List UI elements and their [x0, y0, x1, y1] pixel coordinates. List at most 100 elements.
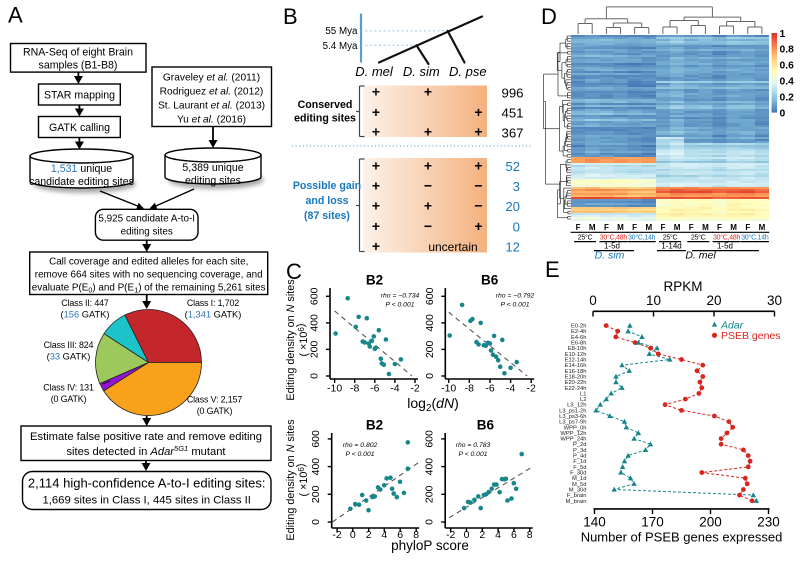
svg-text:GATK calling: GATK calling — [49, 122, 110, 134]
svg-text:E14-16h: E14-16h — [565, 363, 587, 369]
svg-text:400: 400 — [310, 458, 322, 476]
svg-text:D. pse: D. pse — [449, 64, 487, 79]
svg-text:D. sim: D. sim — [595, 250, 625, 262]
svg-text:-2: -2 — [410, 383, 419, 395]
svg-text:P < 0.001: P < 0.001 — [500, 302, 529, 309]
svg-text:PSEB genes: PSEB genes — [721, 330, 781, 342]
svg-text:1-14d: 1-14d — [661, 242, 681, 251]
svg-text:E10-12h: E10-12h — [565, 352, 587, 358]
svg-text:+: + — [372, 238, 380, 254]
svg-text:M: M — [702, 223, 709, 232]
svg-text:140: 140 — [583, 515, 606, 530]
svg-text:Call coverage and edited allel: Call coverage and edited alleles for eac… — [49, 257, 248, 268]
svg-text:+: + — [372, 104, 380, 120]
svg-text:Number of PSEB genes expressed: Number of PSEB genes expressed — [581, 530, 783, 545]
svg-text:30°C,14h: 30°C,14h — [628, 233, 656, 241]
svg-text:(1,341 GATK): (1,341 GATK) — [185, 310, 242, 320]
svg-text:0.8: 0.8 — [780, 45, 795, 56]
svg-text:400: 400 — [309, 314, 321, 332]
svg-text:-6: -6 — [485, 383, 494, 395]
svg-text:editing sites: editing sites — [185, 175, 241, 187]
svg-text:P < 0.001: P < 0.001 — [345, 451, 374, 458]
svg-text:M_1d: M_1d — [572, 476, 587, 482]
svg-text:P_4d: P_4d — [573, 454, 587, 460]
svg-text:M: M — [730, 223, 737, 232]
svg-text:451: 451 — [501, 105, 523, 120]
svg-text:M_brain: M_brain — [566, 499, 587, 505]
svg-text:D. mel: D. mel — [355, 64, 394, 79]
svg-text:30°C,14h: 30°C,14h — [741, 233, 769, 241]
svg-text:25°C: 25°C — [691, 233, 706, 241]
svg-text:( ×106): ( ×106) — [295, 324, 310, 357]
svg-text:M_30d: M_30d — [569, 488, 587, 494]
svg-text:editing sites: editing sites — [294, 113, 356, 125]
svg-text:1-5d: 1-5d — [604, 242, 620, 251]
svg-text:−: − — [424, 178, 432, 194]
svg-text:+: + — [372, 198, 380, 214]
svg-text:+: + — [424, 158, 432, 174]
svg-text:Editing density on N sites: Editing density on N sites — [285, 279, 297, 401]
svg-text:Yu et al. (2016): Yu et al. (2016) — [177, 115, 246, 126]
svg-text:E0-2h: E0-2h — [571, 324, 586, 330]
svg-text:Estimate false positive rate a: Estimate false positive rate and remove … — [30, 431, 262, 443]
svg-text:rho = −0.792: rho = −0.792 — [496, 293, 535, 300]
svg-text:−: − — [474, 198, 482, 214]
svg-text:6: 6 — [397, 529, 403, 541]
svg-text:+: + — [424, 84, 432, 100]
svg-text:L3_ps1-2h: L3_ps1-2h — [559, 408, 586, 414]
svg-text:E12-14h: E12-14h — [565, 358, 587, 364]
svg-text:E2-4h: E2-4h — [571, 329, 586, 335]
svg-text:(33 GATK): (33 GATK) — [47, 352, 91, 362]
svg-text:E8-10h: E8-10h — [568, 346, 587, 352]
svg-text:3: 3 — [513, 179, 520, 194]
svg-text:+: + — [372, 178, 380, 194]
svg-text:D: D — [541, 4, 557, 29]
svg-text:uncertain: uncertain — [428, 240, 477, 254]
svg-text:200: 200 — [424, 340, 436, 358]
svg-text:5.4 Mya: 5.4 Mya — [323, 41, 358, 52]
svg-text:+: + — [372, 84, 380, 100]
svg-text:2,114 high-confidence A-to-I e: 2,114 high-confidence A-to-I editing sit… — [28, 476, 266, 491]
svg-text:30°C,48h: 30°C,48h — [600, 233, 628, 241]
svg-text:B: B — [283, 4, 298, 29]
svg-text:L3_ps7-9h: L3_ps7-9h — [559, 420, 586, 426]
svg-text:WPP_12h: WPP_12h — [560, 431, 586, 437]
svg-text:Class I: 1,702: Class I: 1,702 — [187, 298, 239, 308]
svg-text:0: 0 — [424, 519, 436, 525]
svg-text:6: 6 — [511, 529, 517, 541]
svg-text:Adar: Adar — [720, 320, 744, 332]
svg-text:E18-20h: E18-20h — [565, 375, 587, 381]
svg-text:Rodriguez et al. (2012): Rodriguez et al. (2012) — [160, 87, 264, 98]
svg-text:M: M — [645, 223, 652, 232]
svg-text:+: + — [424, 124, 432, 140]
svg-text:A: A — [8, 3, 23, 28]
svg-text:evaluate P(E0) and P(E1) of th: evaluate P(E0) and P(E1) of the remainin… — [32, 283, 266, 295]
svg-text:-8: -8 — [350, 383, 359, 395]
svg-text:M_5d: M_5d — [572, 482, 587, 488]
svg-text:600: 600 — [310, 430, 322, 448]
svg-text:F_5d: F_5d — [573, 465, 586, 471]
svg-text:E4-6h: E4-6h — [571, 335, 586, 341]
svg-text:-8: -8 — [465, 383, 474, 395]
svg-text:2: 2 — [479, 529, 485, 541]
svg-text:RNA-Seq of eight Brain: RNA-Seq of eight Brain — [23, 47, 133, 59]
svg-text:4: 4 — [495, 529, 501, 541]
svg-text:0: 0 — [309, 373, 321, 379]
svg-text:M: M — [759, 223, 766, 232]
svg-text:F: F — [745, 223, 750, 232]
svg-text:E22-24h: E22-24h — [565, 386, 587, 392]
svg-text:F: F — [576, 223, 581, 232]
svg-text:30: 30 — [767, 293, 782, 308]
svg-text:remove 664 sites with no seque: remove 664 sites with no sequencing cove… — [35, 270, 263, 281]
svg-text:−: − — [474, 178, 482, 194]
svg-text:0: 0 — [310, 519, 322, 525]
svg-text:D. sim: D. sim — [403, 64, 440, 79]
svg-text:20: 20 — [706, 293, 721, 308]
svg-text:5,389 unique: 5,389 unique — [182, 162, 243, 174]
svg-text:P_2d: P_2d — [573, 442, 587, 448]
svg-text:200: 200 — [309, 340, 321, 358]
svg-text:B2: B2 — [366, 273, 383, 288]
svg-text:( ×106): ( ×106) — [295, 464, 310, 497]
svg-text:1,531 unique: 1,531 unique — [51, 163, 112, 175]
svg-text:and loss: and loss — [306, 195, 349, 207]
